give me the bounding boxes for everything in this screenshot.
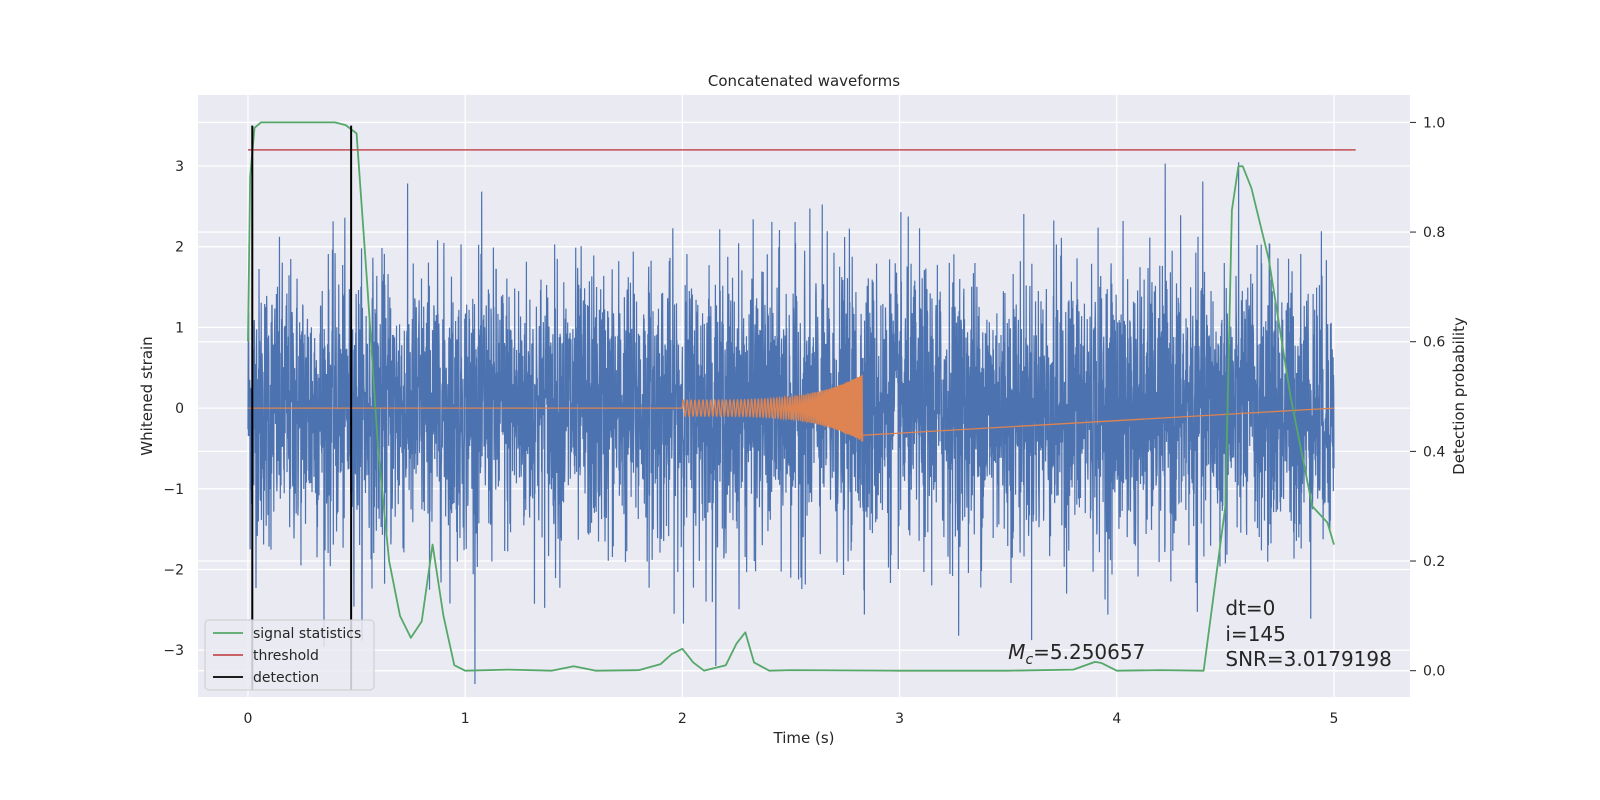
y-right-axis-label: Detection probability bbox=[1450, 317, 1468, 475]
legend-label: threshold bbox=[253, 648, 319, 664]
y-tick-label: −3 bbox=[163, 643, 184, 659]
x-axis-label: Time (s) bbox=[773, 729, 835, 747]
annotation-snr: SNR=3.0179198 bbox=[1225, 647, 1391, 671]
y-tick-label: −1 bbox=[163, 482, 184, 498]
annotation-mc-sub: c bbox=[1025, 652, 1033, 668]
x-axis-ticks: 0 1 2 3 4 5 bbox=[243, 711, 1338, 727]
x-tick-label: 0 bbox=[243, 711, 252, 727]
series-injected-waveform bbox=[247, 374, 1335, 442]
x-tick-label: 3 bbox=[895, 711, 904, 727]
y-right-tick-label: 0.2 bbox=[1423, 554, 1445, 570]
annotation-index: i=145 bbox=[1225, 622, 1286, 646]
annotation-mc-value: =5.250657 bbox=[1033, 640, 1145, 664]
x-tick-label: 2 bbox=[678, 711, 687, 727]
series-signal-statistics bbox=[247, 121, 1335, 672]
y-right-tick-label: 0.4 bbox=[1423, 444, 1445, 460]
y-right-tick-label: 0.8 bbox=[1423, 225, 1445, 241]
legend-label: signal statistics bbox=[253, 626, 361, 642]
series-detection bbox=[251, 125, 353, 691]
y-axis-label: Whitened strain bbox=[138, 336, 156, 455]
chart-title: Concatenated waveforms bbox=[708, 72, 900, 90]
y-tick-label: 0 bbox=[175, 401, 184, 417]
y-right-tick-label: 1.0 bbox=[1423, 115, 1445, 131]
legend: signal statistics threshold detection bbox=[204, 619, 375, 691]
y-right-tick-label: 0.6 bbox=[1423, 335, 1445, 351]
annotation-mc-symbol: M bbox=[1008, 640, 1025, 664]
y-right-tick-label: 0.0 bbox=[1423, 664, 1445, 680]
y-tick-label: 3 bbox=[175, 159, 184, 175]
legend-label: detection bbox=[253, 670, 319, 686]
y-tick-label: 1 bbox=[175, 320, 184, 336]
y-axis-ticks: −3 −2 −1 0 1 2 3 bbox=[163, 159, 184, 659]
legend-box bbox=[204, 619, 375, 691]
x-tick-label: 5 bbox=[1330, 711, 1339, 727]
x-tick-label: 1 bbox=[461, 711, 470, 727]
y-tick-label: −2 bbox=[163, 562, 184, 578]
annotation-dt: dt=0 bbox=[1225, 596, 1275, 620]
plot-content bbox=[247, 121, 1356, 691]
y-right-axis-ticks: 0.0 0.2 0.4 0.6 0.8 1.0 bbox=[1410, 115, 1445, 680]
x-tick-label: 4 bbox=[1112, 711, 1121, 727]
annotation-chirp-mass: Mc=5.250657 bbox=[1008, 640, 1145, 668]
y-tick-label: 2 bbox=[175, 240, 184, 256]
